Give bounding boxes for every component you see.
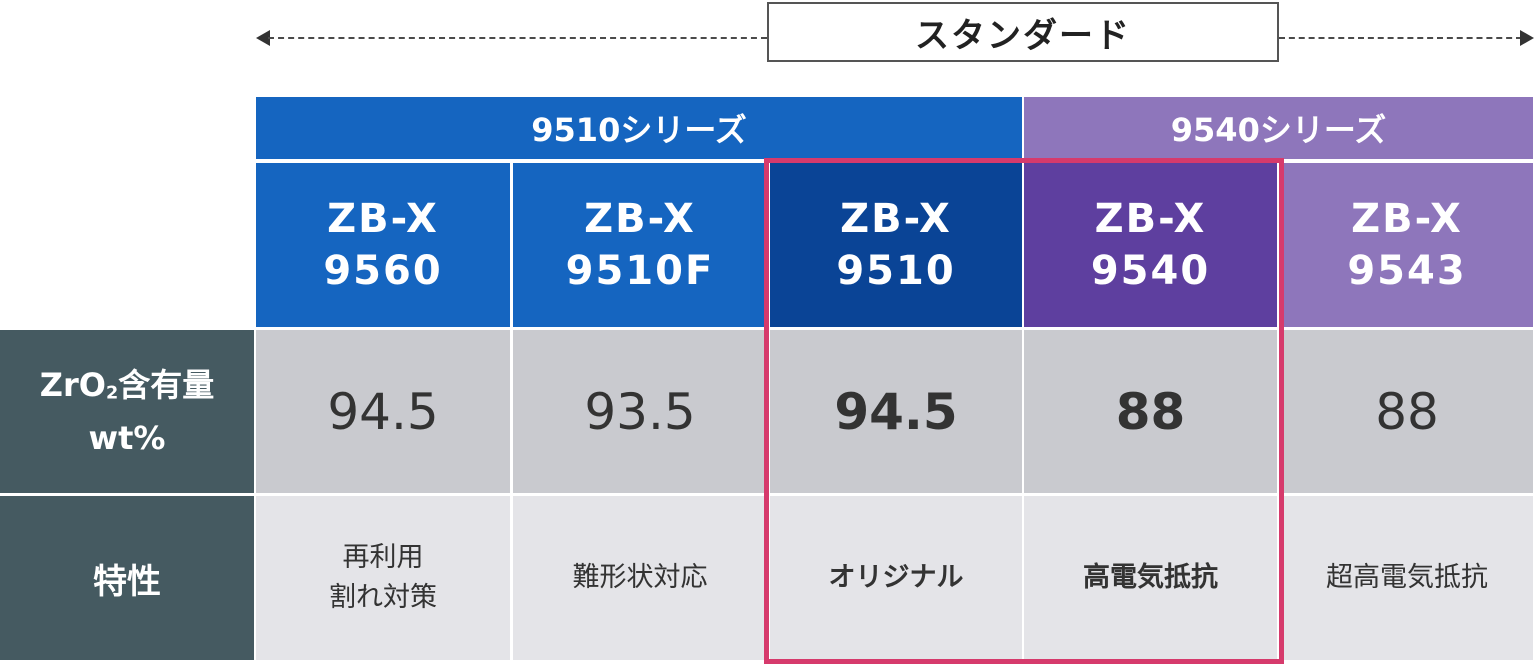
property-line1: 難形状対応 [572,562,708,593]
zro2-value-9540: 88 [1024,330,1277,493]
model-cell-9543: ZB-X 9543 [1281,163,1533,327]
model-line2: 9543 [1347,248,1467,294]
model-line2: 9540 [1090,248,1211,294]
zro2-label-unit: wt% [88,418,166,457]
row-label-property: 特性 [0,496,254,660]
model-line1: ZB-X [327,196,439,242]
left-arrow-icon [256,30,270,46]
standard-label: スタンダード [767,2,1279,62]
model-line2: 9510 [836,248,956,294]
property-9540: 高電気抵抗 [1024,496,1277,660]
model-line1: ZB-X [584,196,696,242]
right-arrow-icon [1520,30,1534,46]
model-cell-9560: ZB-X 9560 [256,163,510,327]
property-9543: 超高電気抵抗 [1281,496,1533,660]
model-cell-9540: ZB-X 9540 [1024,163,1277,327]
zro2-value-9510f: 93.5 [513,330,767,493]
series-header-9510: 9510シリーズ [256,97,1022,159]
model-line1: ZB-X [1094,196,1207,242]
model-cell-9510f: ZB-X 9510F [513,163,767,327]
property-line2: 割れ対策 [329,582,437,613]
property-9560: 再利用 割れ対策 [256,496,510,660]
property-line1: 高電気抵抗 [1083,562,1218,593]
dashed-line-left [268,37,767,39]
row-label-zro2: ZrO2含有量 wt% [0,330,254,493]
model-cell-9510: ZB-X 9510 [770,163,1022,327]
property-line1: オリジナル [828,562,964,593]
property-line1: 再利用 [342,542,424,573]
zro2-value-9543: 88 [1281,330,1533,493]
property-9510f: 難形状対応 [513,496,767,660]
model-line1: ZB-X [840,196,952,242]
property-9510: オリジナル [770,496,1022,660]
zro2-value-9510: 94.5 [770,330,1022,493]
zro2-value-9560: 94.5 [256,330,510,493]
model-line2: 9510F [565,248,715,294]
series-header-9540: 9540シリーズ [1024,97,1533,159]
model-line2: 9560 [323,248,443,294]
model-line1: ZB-X [1351,196,1463,242]
dashed-line-right [1279,37,1522,39]
property-line1: 超高電気抵抗 [1326,562,1488,593]
zro2-label-line1: ZrO2含有量 [39,366,215,405]
